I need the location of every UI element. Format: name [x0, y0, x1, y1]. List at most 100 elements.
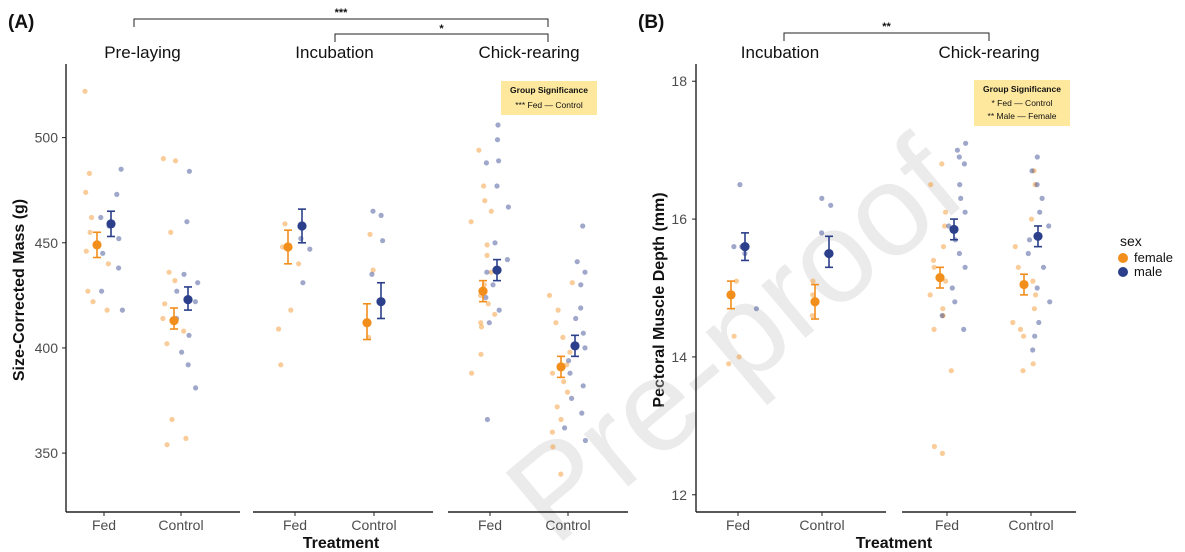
panel-a-data-point	[553, 320, 559, 326]
panel-b-data-point	[956, 250, 963, 257]
panel-a-data-point	[367, 231, 373, 237]
panel-b-xtick-label-incubation-control: Control	[799, 517, 844, 533]
panel-a-data-point	[580, 383, 586, 389]
panel-a-data-point	[276, 326, 282, 332]
panel-a-data-point	[370, 208, 376, 214]
panel-a-data-point	[168, 229, 174, 235]
panel-b-data-point	[940, 306, 946, 312]
panel-b-xtick-label-incubation-fed: Fed	[726, 517, 750, 533]
panel-a-data-point	[558, 416, 564, 423]
panel-a-data-point	[100, 250, 106, 256]
panel-a-data-point	[483, 294, 489, 301]
panel-a-data-point	[554, 404, 560, 410]
panel-a-data-point	[564, 389, 571, 395]
panel-a-significance-line-1: *** Fed — Control	[515, 100, 583, 110]
panel-a-data-point	[580, 330, 586, 336]
panel-a-label: (A)	[8, 12, 34, 33]
panel-a-data-point	[181, 328, 187, 334]
panel-a-ytick-label: 400	[35, 340, 59, 356]
panel-a-data-point	[166, 269, 172, 275]
panel-a-data-point	[567, 370, 573, 376]
panel-a-data-point	[578, 282, 584, 288]
panel-b-data-point	[1021, 333, 1027, 339]
panel-a-xtick-label-pre-laying-fed: Fed	[92, 517, 116, 533]
panel-b-facet-title-chick-rearing: Chick-rearing	[938, 43, 1039, 62]
panel-b-mean-point	[740, 242, 750, 252]
panel-b-data-point	[810, 292, 816, 298]
panel-a-data-point	[488, 269, 494, 275]
panel-a-data-point	[164, 341, 170, 347]
panel-b-mean-point	[1033, 231, 1043, 241]
panel-a-facet-title-incubation: Incubation	[295, 43, 373, 62]
panel-b-significance-line-1: * Fed — Control	[992, 98, 1053, 108]
panel-b-data-point	[939, 161, 945, 167]
panel-b-data-point	[954, 147, 961, 153]
panel-a-data-point	[186, 168, 192, 174]
panel-a-data-point	[549, 429, 556, 435]
legend-title: sex	[1120, 233, 1142, 249]
panel-a-data-point	[478, 324, 485, 330]
panel-a-data-point	[579, 410, 585, 416]
panel-b-data-point	[1015, 264, 1021, 270]
legend-label-male: male	[1134, 264, 1162, 279]
panel-a-data-point	[561, 379, 567, 385]
panel-a-data-point	[478, 320, 484, 326]
panel-a-data-point	[98, 214, 104, 221]
panel-a-data-point	[192, 299, 198, 305]
panel-a-data-point	[482, 198, 488, 204]
panel-a-data-point	[105, 261, 111, 267]
panel-a-data-point	[549, 370, 556, 376]
panel-a-data-point	[569, 395, 575, 401]
panel-b-data-point	[939, 313, 945, 319]
panel-a-data-point	[484, 252, 490, 258]
panel-b-data-point	[940, 244, 947, 250]
panel-a-data-point	[562, 425, 568, 431]
panel-b-significance-line-2: ** Male — Female	[988, 111, 1057, 121]
panel-a-data-point	[164, 442, 170, 448]
panel-b-ytick-label: 18	[671, 73, 687, 89]
panel-b-data-point	[940, 313, 946, 319]
panel-a-data-point	[485, 301, 491, 307]
panel-b-mean-point	[726, 290, 736, 300]
panel-a-xlabel: Treatment	[303, 535, 380, 552]
panel-a-data-point	[558, 471, 564, 477]
panel-a-data-point	[185, 362, 191, 368]
panel-b-data-point	[942, 209, 949, 215]
panel-a-data-point	[573, 315, 579, 322]
panel-b-data-point	[1047, 299, 1053, 305]
panel-b-data-point	[957, 182, 963, 188]
panel-b-data-point	[753, 306, 760, 312]
panel-a-mean-point	[169, 316, 179, 326]
panel-a-data-point	[481, 183, 487, 189]
panel-a-ytick-label: 450	[35, 235, 59, 251]
panel-a-significance-box-bg	[501, 81, 597, 115]
panel-a-data-point	[278, 362, 284, 368]
panel-b-data-point	[1039, 195, 1045, 201]
panel-a-data-point	[288, 307, 294, 313]
panel-b-data-point	[942, 223, 948, 229]
panel-b-significance-box-bg	[974, 80, 1070, 126]
panel-a-data-point	[184, 219, 190, 225]
panel-b-data-point	[1032, 333, 1038, 339]
panel-a-mean-point	[478, 286, 488, 296]
panel-a-data-point	[118, 166, 124, 172]
panel-a-mean-point	[376, 297, 386, 307]
legend-swatch-female	[1118, 253, 1128, 263]
panel-b-ytick-label: 12	[671, 487, 687, 503]
panel-a-data-point	[88, 214, 95, 221]
panel-b-data-point	[931, 443, 938, 450]
panel-a-data-point	[162, 301, 168, 307]
panel-b-mean-point	[935, 273, 945, 283]
panel-a-data-point	[546, 292, 553, 298]
panel-b-data-point	[1031, 168, 1037, 174]
panel-a-data-point	[296, 261, 302, 267]
panel-b-data-point	[1031, 306, 1037, 312]
panel-a-data-point	[114, 191, 120, 197]
panel-b-data-point	[952, 299, 958, 305]
panel-b-data-point	[828, 202, 834, 208]
panel-a-facet-title-chick-rearing: Chick-rearing	[478, 43, 579, 62]
panel-a-data-point	[578, 305, 584, 311]
panel-a-data-point	[574, 259, 580, 265]
